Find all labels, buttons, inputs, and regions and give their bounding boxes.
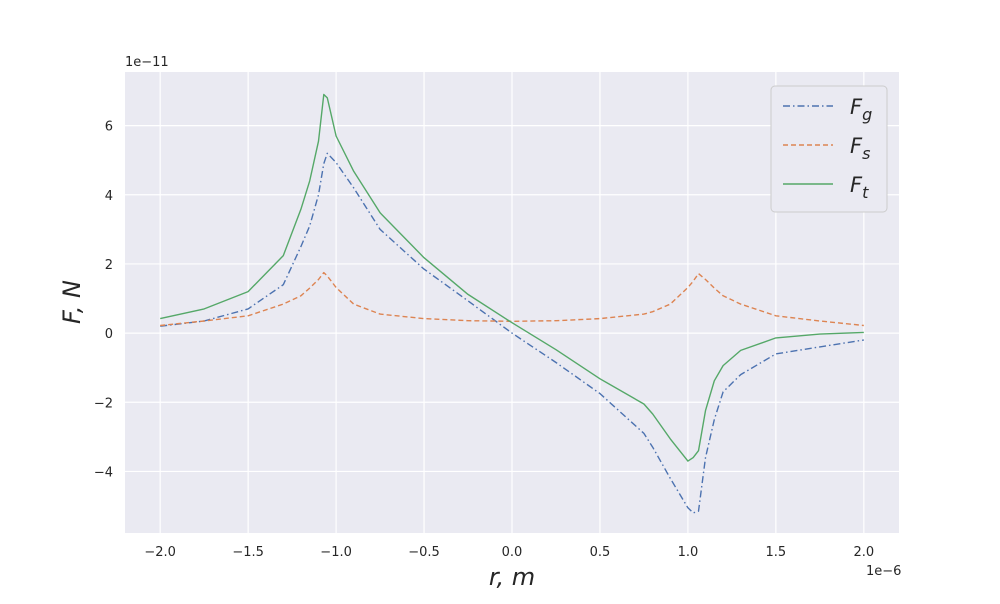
y-offset-label: 1e−11 — [125, 55, 169, 70]
legend-label-subscript: g — [862, 105, 872, 124]
y-tick-label: 0 — [105, 327, 113, 342]
y-tick-label: 6 — [105, 120, 113, 135]
x-tick-label: −2.0 — [144, 545, 176, 560]
legend-label: Fg — [850, 95, 872, 124]
legend-label-main: F — [850, 134, 863, 158]
x-tick-label: −0.5 — [408, 545, 440, 560]
legend-label: Ft — [850, 173, 869, 202]
series-lines — [160, 93, 864, 514]
y-axis-label: F, N — [58, 280, 86, 324]
x-tick-label: 2.0 — [853, 545, 874, 560]
x-tick-label: 1.0 — [678, 545, 699, 560]
legend-label-subscript: t — [862, 183, 869, 202]
y-tick-label: −2 — [94, 396, 113, 411]
x-tick-label: 1.5 — [766, 545, 787, 560]
y-tick-label: 4 — [105, 189, 113, 204]
tick-labels: −2.0 −1.5 −1.0 −0.5 0.0 0.5 1.0 1.5 2.0 −4 −2 0 2 4 6 — [94, 120, 874, 560]
legend-label: Fs — [850, 134, 870, 163]
legend-box — [770, 85, 888, 213]
legend-label-main: F — [850, 173, 863, 197]
series-line-f-s — [160, 271, 864, 327]
x-tick-label: 0.5 — [590, 545, 611, 560]
x-offset-label: 1e−6 — [866, 564, 901, 579]
x-tick-label: 0.0 — [502, 545, 523, 560]
series-line-f-g — [160, 152, 864, 514]
y-tick-label: −4 — [94, 465, 113, 480]
series-line-f-t — [160, 93, 864, 462]
y-tick-label: 2 — [105, 258, 113, 273]
legend-label-subscript: s — [862, 144, 870, 163]
legend-label-main: F — [850, 95, 863, 119]
x-tick-label: −1.5 — [232, 545, 264, 560]
x-tick-label: −1.0 — [320, 545, 352, 560]
x-axis-label: r, m — [489, 563, 535, 591]
